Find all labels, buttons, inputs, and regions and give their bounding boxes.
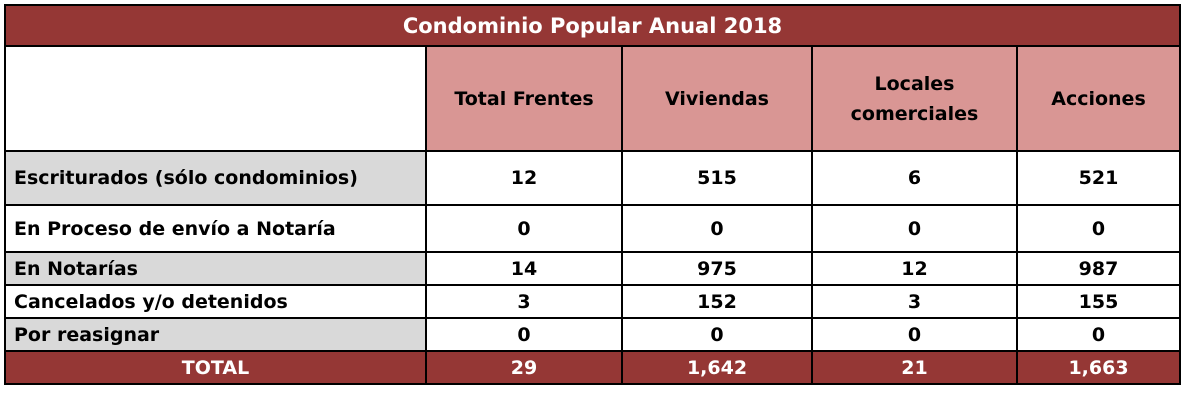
cell-viviendas: 515	[621, 150, 813, 206]
total-locales: 21	[811, 350, 1018, 385]
cell-acciones: 0	[1016, 317, 1181, 352]
table-title: Condominio Popular Anual 2018	[4, 4, 1181, 47]
cell-total-frentes: 0	[425, 317, 623, 352]
cell-locales: 6	[811, 150, 1018, 206]
cell-locales: 0	[811, 204, 1018, 253]
cell-locales: 12	[811, 251, 1018, 286]
table-row: Cancelados y/o detenidos 3 152 3 155	[4, 284, 1181, 319]
cell-total-frentes: 0	[425, 204, 623, 253]
cell-viviendas: 0	[621, 204, 813, 253]
cell-acciones: 521	[1016, 150, 1181, 206]
cell-total-frentes: 12	[425, 150, 623, 206]
row-label: Cancelados y/o detenidos	[4, 284, 427, 319]
total-label: TOTAL	[4, 350, 427, 385]
cell-viviendas: 152	[621, 284, 813, 319]
table-row: Por reasignar 0 0 0 0	[4, 317, 1181, 352]
header-acciones: Acciones	[1016, 45, 1181, 152]
table-title-row: Condominio Popular Anual 2018	[4, 4, 1181, 47]
row-label: En Proceso de envío a Notaría	[4, 204, 427, 253]
total-row: TOTAL 29 1,642 21 1,663	[4, 350, 1181, 385]
header-locales-comerciales: Locales comerciales	[811, 45, 1018, 152]
table-row: En Proceso de envío a Notaría 0 0 0 0	[4, 204, 1181, 253]
header-total-frentes: Total Frentes	[425, 45, 623, 152]
row-label: Por reasignar	[4, 317, 427, 352]
total-viviendas: 1,642	[621, 350, 813, 385]
row-label: En Notarías	[4, 251, 427, 286]
header-row: Total Frentes Viviendas Locales comercial…	[4, 45, 1181, 152]
cell-locales: 0	[811, 317, 1018, 352]
total-total-frentes: 29	[425, 350, 623, 385]
table-row: En Notarías 14 975 12 987	[4, 251, 1181, 286]
header-viviendas: Viviendas	[621, 45, 813, 152]
condominio-table: Condominio Popular Anual 2018 Total Fren…	[4, 4, 1181, 385]
cell-total-frentes: 14	[425, 251, 623, 286]
cell-locales: 3	[811, 284, 1018, 319]
cell-acciones: 0	[1016, 204, 1181, 253]
cell-viviendas: 0	[621, 317, 813, 352]
cell-total-frentes: 3	[425, 284, 623, 319]
cell-acciones: 155	[1016, 284, 1181, 319]
cell-acciones: 987	[1016, 251, 1181, 286]
cell-viviendas: 975	[621, 251, 813, 286]
total-acciones: 1,663	[1016, 350, 1181, 385]
row-label: Escriturados (sólo condominios)	[4, 150, 427, 206]
table-row: Escriturados (sólo condominios) 12 515 6…	[4, 150, 1181, 206]
header-blank-cell	[4, 45, 427, 152]
condominio-table-wrapper: Condominio Popular Anual 2018 Total Fren…	[4, 4, 1181, 385]
